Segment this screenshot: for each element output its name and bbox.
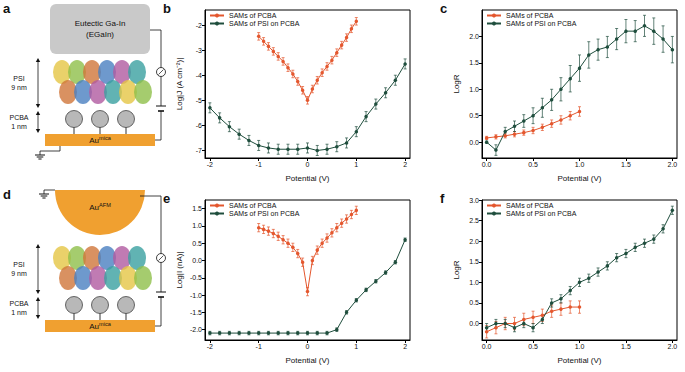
svg-text:1.0: 1.0	[575, 161, 585, 168]
svg-text:PSI: PSI	[13, 75, 24, 82]
svg-text:-2: -2	[207, 161, 213, 168]
svg-text:SAMs of PCBA: SAMs of PCBA	[229, 202, 277, 209]
svg-text:AuAFM: AuAFM	[89, 202, 111, 212]
svg-text:2.0: 2.0	[667, 161, 677, 168]
svg-text:Eutectic Ga-In: Eutectic Ga-In	[75, 19, 126, 28]
svg-text:-2: -2	[196, 22, 202, 29]
svg-text:0.5: 0.5	[469, 112, 479, 119]
svg-text:1.5: 1.5	[469, 59, 479, 66]
svg-text:1: 1	[354, 343, 358, 350]
svg-text:Aumica: Aumica	[89, 321, 111, 331]
svg-text:0: 0	[306, 343, 310, 350]
svg-text:-7: -7	[196, 147, 202, 154]
svg-text:2.0: 2.0	[469, 33, 479, 40]
svg-text:-1: -1	[256, 343, 262, 350]
svg-text:1.5: 1.5	[469, 258, 479, 265]
svg-text:LogR: LogR	[452, 260, 461, 279]
svg-text:SAMs of PSI on PCBA: SAMs of PSI on PCBA	[229, 210, 300, 217]
svg-text:2.0: 2.0	[469, 238, 479, 245]
svg-text:1.5: 1.5	[621, 343, 631, 350]
svg-text:-6: -6	[196, 122, 202, 129]
svg-text:SAMs of PSI on PCBA: SAMs of PSI on PCBA	[229, 20, 300, 27]
svg-text:SAMs of PCBA: SAMs of PCBA	[506, 202, 554, 209]
svg-text:1.0: 1.0	[469, 279, 479, 286]
svg-text:b: b	[163, 1, 171, 16]
svg-text:0.0: 0.0	[482, 343, 492, 350]
svg-text:-0.5: -0.5	[190, 274, 202, 281]
svg-text:e: e	[163, 191, 170, 206]
svg-text:0.5: 0.5	[528, 161, 538, 168]
svg-text:-4: -4	[196, 72, 202, 79]
svg-text:Potential (V): Potential (V)	[557, 174, 601, 183]
svg-text:LogR: LogR	[452, 74, 461, 93]
svg-text:1.5: 1.5	[192, 205, 202, 212]
svg-text:PCBA: PCBA	[9, 300, 28, 307]
svg-text:9 nm: 9 nm	[11, 270, 27, 277]
svg-text:1: 1	[354, 161, 358, 168]
svg-text:2.0: 2.0	[667, 343, 677, 350]
svg-text:-5: -5	[196, 97, 202, 104]
svg-text:Log|I (nA)|: Log|I (nA)|	[175, 251, 184, 288]
svg-text:Potential (V): Potential (V)	[285, 174, 329, 183]
svg-text:3.0: 3.0	[469, 197, 479, 204]
svg-text:d: d	[3, 187, 11, 202]
svg-text:Potential (V): Potential (V)	[285, 356, 329, 365]
svg-text:0.5: 0.5	[469, 299, 479, 306]
svg-text:-3: -3	[196, 47, 202, 54]
svg-text:PSI: PSI	[13, 261, 24, 268]
svg-text:Aumica: Aumica	[89, 135, 111, 145]
svg-text:1.5: 1.5	[621, 161, 631, 168]
svg-text:Log|J (A cm⁻²)|: Log|J (A cm⁻²)|	[175, 58, 184, 111]
svg-text:a: a	[3, 1, 11, 16]
svg-text:1 nm: 1 nm	[11, 123, 27, 130]
svg-text:-1: -1	[256, 161, 262, 168]
svg-text:0.0: 0.0	[469, 320, 479, 327]
svg-text:SAMs of PCBA: SAMs of PCBA	[229, 12, 277, 19]
svg-text:0.5: 0.5	[192, 240, 202, 247]
svg-text:1.0: 1.0	[575, 343, 585, 350]
svg-text:-1.0: -1.0	[190, 292, 202, 299]
svg-text:9 nm: 9 nm	[11, 84, 27, 91]
svg-text:-2: -2	[207, 343, 213, 350]
svg-text:1.0: 1.0	[192, 222, 202, 229]
svg-text:PCBA: PCBA	[9, 114, 28, 121]
svg-text:-2.0: -2.0	[190, 326, 202, 333]
svg-text:-1.5: -1.5	[190, 309, 202, 316]
svg-text:SAMs of PCBA: SAMs of PCBA	[506, 12, 554, 19]
svg-text:SAMs of PSI on PCBA: SAMs of PSI on PCBA	[506, 210, 577, 217]
svg-text:2.5: 2.5	[469, 217, 479, 224]
svg-text:0: 0	[306, 161, 310, 168]
svg-text:Potential (V): Potential (V)	[557, 356, 601, 365]
svg-text:0.0: 0.0	[469, 139, 479, 146]
svg-text:0.5: 0.5	[528, 343, 538, 350]
svg-text:f: f	[440, 191, 445, 206]
svg-text:0.0: 0.0	[482, 161, 492, 168]
svg-text:1.0: 1.0	[469, 86, 479, 93]
svg-text:c: c	[440, 1, 447, 16]
svg-text:2: 2	[403, 161, 407, 168]
svg-text:SAMs of PSI on PCBA: SAMs of PSI on PCBA	[506, 20, 577, 27]
svg-text:(EGaIn): (EGaIn)	[86, 30, 114, 39]
svg-text:0.0: 0.0	[192, 257, 202, 264]
svg-text:2: 2	[403, 343, 407, 350]
svg-text:1 nm: 1 nm	[11, 309, 27, 316]
